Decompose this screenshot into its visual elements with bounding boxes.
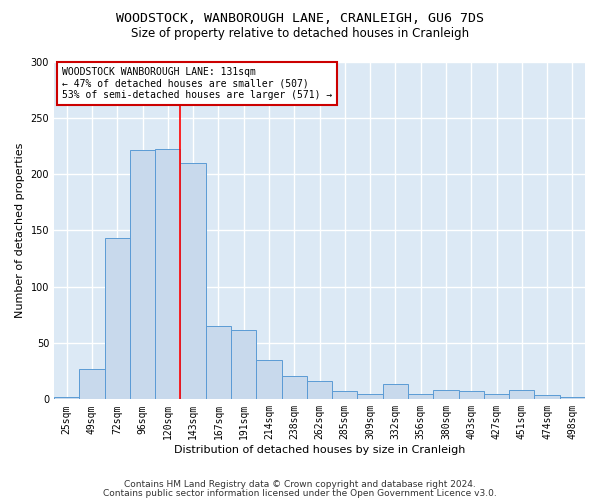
Bar: [332, 392, 358, 400]
Bar: [358, 394, 383, 400]
Text: Size of property relative to detached houses in Cranleigh: Size of property relative to detached ho…: [131, 28, 469, 40]
Text: WOODSTOCK WANBOROUGH LANE: 131sqm
← 47% of detached houses are smaller (507)
53%: WOODSTOCK WANBOROUGH LANE: 131sqm ← 47% …: [62, 66, 332, 100]
Bar: [560, 397, 585, 400]
Bar: [231, 330, 256, 400]
Bar: [458, 392, 484, 400]
Bar: [79, 369, 104, 400]
Bar: [281, 376, 307, 400]
Bar: [181, 163, 206, 400]
X-axis label: Distribution of detached houses by size in Cranleigh: Distribution of detached houses by size …: [174, 445, 465, 455]
Bar: [104, 238, 130, 400]
Bar: [256, 360, 281, 400]
Bar: [130, 150, 155, 400]
Text: Contains public sector information licensed under the Open Government Licence v3: Contains public sector information licen…: [103, 489, 497, 498]
Bar: [383, 384, 408, 400]
Bar: [509, 390, 535, 400]
Y-axis label: Number of detached properties: Number of detached properties: [15, 142, 25, 318]
Bar: [535, 395, 560, 400]
Bar: [408, 394, 433, 400]
Bar: [54, 397, 79, 400]
Text: Contains HM Land Registry data © Crown copyright and database right 2024.: Contains HM Land Registry data © Crown c…: [124, 480, 476, 489]
Bar: [433, 390, 458, 400]
Bar: [307, 382, 332, 400]
Text: WOODSTOCK, WANBOROUGH LANE, CRANLEIGH, GU6 7DS: WOODSTOCK, WANBOROUGH LANE, CRANLEIGH, G…: [116, 12, 484, 26]
Bar: [155, 150, 181, 400]
Bar: [484, 394, 509, 400]
Bar: [206, 326, 231, 400]
